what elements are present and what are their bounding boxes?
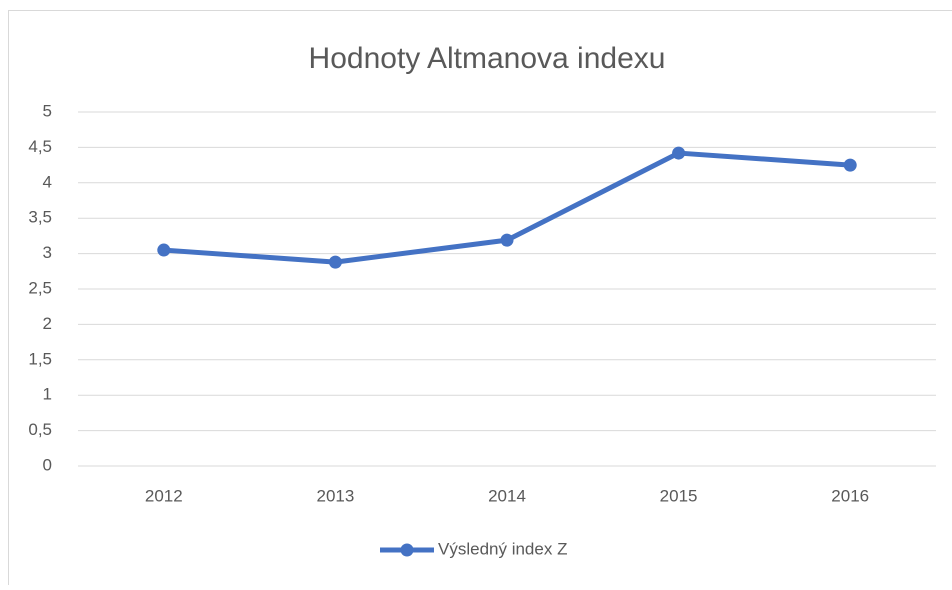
x-tick-label: 2013 (316, 486, 354, 505)
marker (501, 234, 514, 247)
y-tick-label: 3 (43, 243, 52, 262)
y-tick-label: 2,5 (28, 278, 52, 297)
y-tick-label: 4,5 (28, 137, 52, 156)
y-tick-label: 3,5 (28, 208, 52, 227)
legend-marker (401, 544, 414, 557)
y-tick-label: 1 (43, 385, 52, 404)
chart-title: Hodnoty Altmanova indexu (309, 42, 666, 75)
x-tick-label: 2014 (488, 486, 526, 505)
marker (672, 147, 685, 160)
marker (844, 159, 857, 172)
x-tick-label: 2015 (660, 486, 698, 505)
x-tick-label: 2016 (831, 486, 869, 505)
y-tick-label: 2 (43, 314, 52, 333)
y-tick-label: 5 (43, 101, 52, 120)
y-tick-label: 0 (43, 455, 52, 474)
marker (157, 244, 170, 257)
y-tick-label: 0,5 (28, 420, 52, 439)
marker (329, 256, 342, 269)
legend-label: Výsledný index Z (438, 539, 567, 558)
y-tick-label: 1,5 (28, 349, 52, 368)
y-tick-label: 4 (43, 172, 52, 191)
x-tick-label: 2012 (145, 486, 183, 505)
